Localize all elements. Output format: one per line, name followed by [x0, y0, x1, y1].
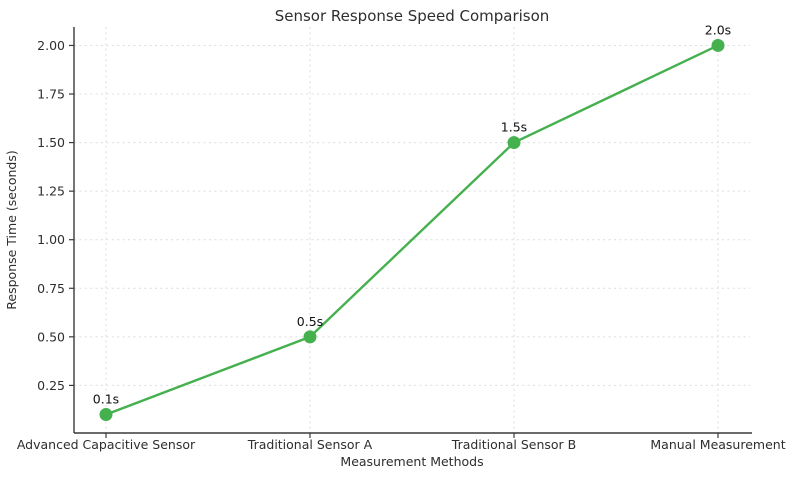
- data-point-marker: [99, 408, 113, 422]
- series-layer: [99, 38, 725, 422]
- chart-title: Sensor Response Speed Comparison: [275, 7, 550, 25]
- y-tick-label: 2.00: [37, 38, 65, 53]
- data-point-label: 2.0s: [705, 22, 731, 37]
- y-tick-label: 1.50: [37, 135, 65, 150]
- x-tick-label: Traditional Sensor B: [451, 437, 576, 452]
- y-tick-label: 0.25: [37, 378, 65, 393]
- data-point-marker: [303, 330, 317, 344]
- axis-layer: 0.25 0.50 0.75 1.00 1.25 1.50 1.75 2.00 Advanced…: [17, 27, 786, 452]
- grid-layer: [74, 27, 750, 433]
- y-tick-label: 1.25: [37, 184, 65, 199]
- y-tick-label: 0.75: [37, 281, 65, 296]
- data-point-label: 1.5s: [501, 120, 527, 135]
- y-tick-label: 1.00: [37, 232, 65, 247]
- data-point-label: 0.1s: [93, 392, 119, 407]
- data-point-marker: [711, 38, 725, 52]
- y-axis-title: Response Time (seconds): [4, 150, 19, 309]
- x-tick-label: Traditional Sensor A: [247, 437, 373, 452]
- x-tick-label: Advanced Capacitive Sensor: [17, 437, 196, 452]
- y-tick-label: 1.75: [37, 87, 65, 102]
- data-point-marker: [507, 136, 521, 150]
- series-line: [104, 44, 720, 416]
- y-tick-label: 0.50: [37, 329, 65, 344]
- x-tick-label: Manual Measurement: [650, 437, 785, 452]
- data-point-label: 0.5s: [297, 314, 323, 329]
- annotation-layer: 0.1s 0.5s 1.5s 2.0s: [93, 22, 731, 406]
- x-axis-title: Measurement Methods: [340, 454, 483, 469]
